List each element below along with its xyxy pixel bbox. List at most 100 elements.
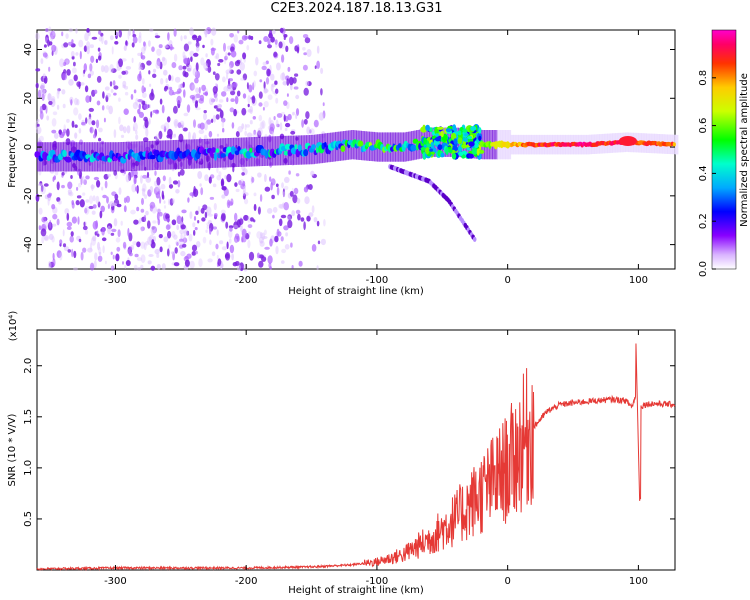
noise-speckle bbox=[71, 120, 75, 128]
noise-speckle bbox=[256, 231, 262, 239]
noise-speckle bbox=[143, 116, 148, 122]
noise-speckle bbox=[201, 217, 206, 222]
noise-speckle bbox=[281, 248, 287, 254]
noise-speckle bbox=[215, 243, 219, 250]
noise-speckle bbox=[168, 74, 172, 81]
noise-speckle bbox=[86, 28, 90, 33]
spectrogram-branch bbox=[388, 164, 477, 242]
noise-speckle bbox=[218, 99, 224, 103]
noise-speckle bbox=[73, 267, 78, 271]
noise-speckle bbox=[173, 53, 178, 62]
noise-speckle bbox=[175, 189, 180, 194]
noise-speckle bbox=[84, 32, 89, 42]
noise-speckle bbox=[89, 127, 92, 133]
noise-speckle bbox=[105, 93, 112, 98]
noise-speckle bbox=[40, 58, 44, 65]
noise-speckle bbox=[51, 204, 56, 210]
noise-speckle bbox=[278, 218, 283, 227]
noise-speckle bbox=[276, 113, 283, 118]
noise-speckle bbox=[183, 89, 186, 98]
noise-speckle bbox=[47, 93, 52, 101]
noise-speckle bbox=[158, 130, 163, 140]
noise-speckle bbox=[58, 129, 62, 135]
noise-speckle bbox=[285, 45, 289, 52]
noise-speckle bbox=[156, 253, 160, 258]
noise-speckle bbox=[62, 72, 68, 81]
noise-speckle bbox=[192, 222, 196, 228]
noise-speckle bbox=[302, 64, 308, 71]
noise-speckle bbox=[284, 244, 290, 250]
noise-speckle bbox=[78, 238, 82, 243]
ridge-cell bbox=[340, 145, 346, 153]
noise-speckle bbox=[275, 97, 279, 104]
noise-speckle bbox=[48, 100, 53, 106]
noise-speckle bbox=[278, 41, 283, 49]
ridge-cell bbox=[461, 144, 469, 149]
noise-speckle bbox=[154, 248, 160, 255]
noise-speckle bbox=[282, 81, 287, 86]
colorbar-tick-label: 0.2 bbox=[698, 213, 709, 229]
noise-speckle bbox=[84, 207, 88, 214]
noise-speckle bbox=[180, 224, 186, 230]
noise-speckle bbox=[92, 220, 98, 230]
noise-speckle bbox=[173, 234, 178, 240]
noise-speckle bbox=[183, 230, 189, 236]
heatmap-x-tick-label: 100 bbox=[629, 275, 648, 286]
noise-speckle bbox=[200, 57, 205, 66]
ridge-cell bbox=[425, 147, 430, 155]
noise-speckle bbox=[104, 39, 108, 46]
noise-speckle bbox=[230, 83, 234, 92]
noise-speckle bbox=[288, 36, 294, 45]
noise-speckle bbox=[209, 227, 212, 235]
noise-speckle bbox=[181, 124, 184, 129]
noise-speckle bbox=[290, 242, 293, 248]
noise-speckle bbox=[264, 246, 270, 250]
ridge-cell bbox=[467, 135, 473, 140]
noise-speckle bbox=[261, 256, 267, 262]
ridge-cell bbox=[463, 137, 469, 143]
noise-speckle bbox=[38, 225, 42, 231]
noise-speckle bbox=[295, 173, 300, 177]
noise-speckle bbox=[56, 250, 62, 258]
noise-speckle bbox=[261, 65, 267, 71]
ridge-halo bbox=[314, 134, 318, 164]
snr-x-tick-label: -200 bbox=[235, 576, 258, 587]
noise-speckle bbox=[242, 93, 247, 99]
noise-speckle bbox=[253, 192, 257, 197]
noise-speckle bbox=[132, 122, 138, 132]
snr-panel: -300 -200 -100 0 100 0.5 1.0 1.5 2.0 Height of … bbox=[7, 311, 676, 596]
noise-speckle bbox=[92, 195, 96, 202]
ridge-cell bbox=[410, 144, 417, 152]
noise-speckle bbox=[62, 103, 66, 109]
noise-speckle bbox=[35, 82, 39, 89]
noise-speckle bbox=[250, 35, 254, 41]
noise-speckle bbox=[216, 254, 219, 260]
noise-speckle bbox=[230, 98, 235, 102]
noise-speckle bbox=[113, 85, 119, 90]
noise-speckle bbox=[316, 45, 320, 54]
noise-speckle bbox=[279, 27, 284, 34]
noise-speckle bbox=[268, 262, 272, 269]
ridge-cell bbox=[294, 144, 298, 150]
snr-scale-note: (x10⁴) bbox=[8, 311, 19, 342]
ridge-cell bbox=[357, 140, 364, 147]
noise-speckle bbox=[85, 175, 90, 180]
noise-speckle bbox=[64, 208, 70, 215]
noise-speckle bbox=[287, 66, 291, 72]
noise-speckle bbox=[159, 246, 163, 253]
noise-speckle bbox=[263, 81, 266, 90]
noise-speckle bbox=[165, 224, 171, 230]
noise-speckle bbox=[109, 35, 114, 41]
ridge-cell bbox=[211, 147, 216, 153]
noise-speckle bbox=[167, 230, 172, 239]
noise-speckle bbox=[181, 209, 187, 214]
noise-speckle bbox=[212, 226, 217, 230]
snr-x-tick-label: -300 bbox=[104, 576, 127, 587]
noise-speckle bbox=[243, 264, 248, 272]
noise-speckle bbox=[118, 187, 122, 195]
noise-speckle bbox=[52, 213, 58, 220]
noise-speckle bbox=[152, 109, 158, 113]
noise-speckle bbox=[249, 217, 254, 222]
noise-speckle bbox=[47, 39, 50, 47]
noise-speckle bbox=[151, 46, 155, 52]
